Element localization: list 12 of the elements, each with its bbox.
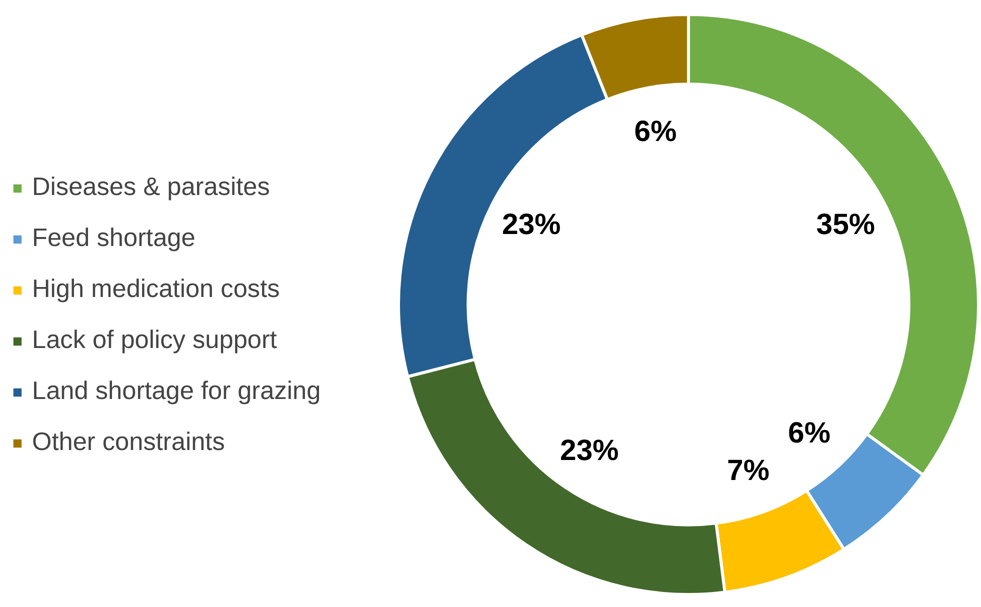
legend-label: Land shortage for grazing	[32, 377, 321, 406]
legend-label: Other constraints	[32, 428, 225, 457]
data-label: 23%	[560, 434, 619, 467]
legend-label: Lack of policy support	[32, 326, 277, 355]
legend-label: Diseases & parasites	[32, 173, 270, 202]
legend-label: High medication costs	[32, 275, 280, 304]
data-label: 35%	[816, 208, 875, 241]
data-label: 23%	[502, 208, 561, 241]
data-label: 7%	[727, 454, 770, 487]
data-label: 6%	[788, 416, 830, 450]
data-label: 6%	[634, 114, 677, 148]
legend-label: Feed shortage	[32, 224, 196, 253]
